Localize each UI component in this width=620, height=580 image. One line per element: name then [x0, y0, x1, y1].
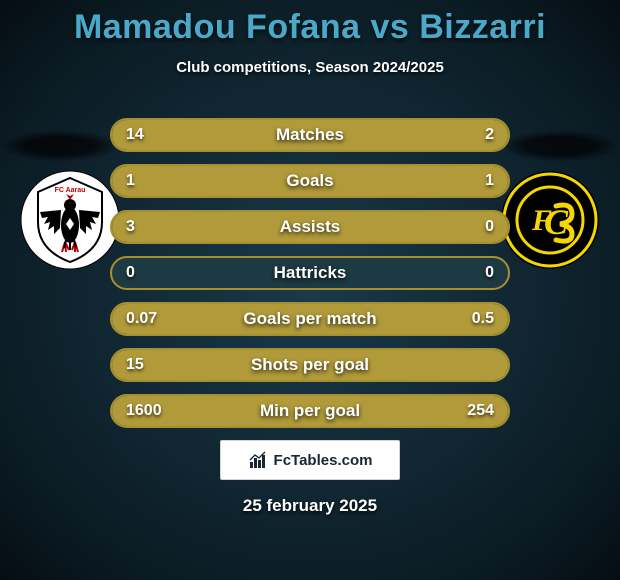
stat-label: Min per goal [112, 401, 508, 421]
brand-badge: FcTables.com [220, 440, 400, 480]
svg-text:FC Aarau: FC Aarau [55, 187, 86, 194]
stat-label: Assists [112, 217, 508, 237]
stat-label: Goals per match [112, 309, 508, 329]
stats-container: 142Matches 11Goals 30Assists 00Hattricks 0.0… [110, 118, 510, 440]
club-crest-right: F C [500, 170, 600, 270]
stat-label: Goals [112, 171, 508, 191]
crest-shadow-right [500, 130, 620, 162]
stat-row: 0.070.5Goals per match [110, 302, 510, 336]
stat-label: Matches [112, 125, 508, 145]
subtitle: Club competitions, Season 2024/2025 [0, 59, 620, 76]
stat-label: Shots per goal [112, 355, 508, 375]
stat-label: Hattricks [112, 263, 508, 283]
stat-row: 142Matches [110, 118, 510, 152]
club-crest-left: FC Aarau [20, 170, 120, 270]
stat-row: 1600254Min per goal [110, 394, 510, 428]
stat-row: 30Assists [110, 210, 510, 244]
crest-shadow-left [0, 130, 120, 162]
brand-logo-icon [248, 450, 268, 470]
brand-text: FcTables.com [274, 452, 373, 469]
stat-row: 00Hattricks [110, 256, 510, 290]
page-title: Mamadou Fofana vs Bizzarri [0, 0, 620, 47]
stat-row: 15Shots per goal [110, 348, 510, 382]
stat-row: 11Goals [110, 164, 510, 198]
date-label: 25 february 2025 [0, 496, 620, 516]
